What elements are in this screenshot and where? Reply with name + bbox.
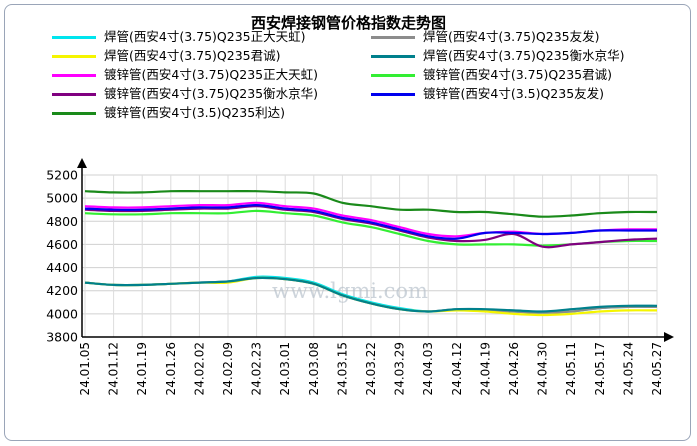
- watermark-text: www.lgmi.com: [272, 279, 428, 303]
- legend-label: 镀锌管(西安4寸(3.5)Q235利达): [104, 105, 286, 120]
- legend-label: 焊管(西安4寸(3.75)Q235友发): [423, 29, 600, 44]
- x-tick-label: 24.03.08: [307, 342, 321, 395]
- x-axis-arrow: [664, 332, 674, 342]
- y-tick-label: 4400: [46, 260, 78, 275]
- x-tick-label: 24.03.01: [278, 342, 292, 395]
- x-tick-label: 24.01.12: [107, 342, 121, 395]
- legend-label: 镀锌管(西安4寸(3.5)Q235友发): [423, 86, 605, 101]
- series-line: [84, 203, 657, 240]
- series-line: [84, 205, 658, 249]
- x-tick-label: 24.01.05: [78, 342, 92, 395]
- legend-label: 镀锌管(西安4寸(3.75)Q235衡水京华): [104, 86, 318, 101]
- legend-swatch: [371, 74, 415, 77]
- x-tick-label: 24.05.27: [650, 342, 664, 395]
- legend-swatch: [371, 36, 415, 39]
- legend-swatch: [52, 36, 96, 39]
- y-tick-label: 4600: [46, 237, 78, 252]
- x-tick-label: 24.02.02: [192, 342, 206, 395]
- x-tick-label: 24.04.30: [536, 342, 550, 395]
- legend-label: 焊管(西安4寸(3.75)Q235正大天虹): [104, 29, 306, 44]
- x-tick-label: 24.05.17: [593, 342, 607, 395]
- legend-label: 焊管(西安4寸(3.75)Q235衡水京华): [423, 48, 625, 63]
- legend-swatch: [371, 55, 415, 58]
- legend-label: 镀锌管(西安4寸(3.75)Q235君诚): [423, 67, 612, 82]
- y-tick-label: 3800: [46, 330, 78, 345]
- x-tick-label: 24.01.26: [164, 342, 178, 395]
- x-tick-label: 24.03.22: [364, 342, 378, 395]
- x-tick-label: 24.05.24: [621, 342, 635, 395]
- x-tick-label: 24.04.12: [450, 342, 464, 395]
- y-tick-label: 5200: [46, 168, 78, 183]
- series-line: [84, 276, 658, 313]
- y-tick-label: 4200: [46, 283, 78, 298]
- legend-label: 镀锌管(西安4寸(3.75)Q235正大天虹): [104, 67, 318, 82]
- x-tick-label: 24.05.11: [564, 342, 578, 395]
- legend-swatch: [52, 112, 96, 115]
- x-tick-label: 24.01.19: [135, 342, 149, 395]
- x-tick-label: 24.02.23: [250, 342, 264, 395]
- legend-swatch: [52, 93, 96, 96]
- legend-swatch: [52, 74, 96, 77]
- y-tick-label: 4800: [46, 214, 78, 229]
- legend-swatch: [52, 55, 96, 58]
- x-tick-label: 24.02.09: [221, 342, 235, 395]
- legend-label: 焊管(西安4寸(3.75)Q235君诚): [104, 48, 281, 63]
- x-tick-label: 24.04.03: [421, 342, 435, 395]
- x-tick-label: 24.03.29: [393, 342, 407, 395]
- x-tick-label: 24.04.26: [507, 342, 521, 395]
- chart-title: 西安焊接钢管价格指数走势图: [250, 14, 446, 32]
- legend-swatch: [371, 93, 415, 96]
- series-line: [84, 190, 658, 218]
- y-axis-arrow: [77, 158, 87, 168]
- x-tick-label: 24.03.15: [335, 342, 349, 395]
- x-tick-label: 24.04.19: [478, 342, 492, 395]
- y-tick-label: 4000: [46, 306, 78, 321]
- y-tick-label: 5000: [46, 191, 78, 206]
